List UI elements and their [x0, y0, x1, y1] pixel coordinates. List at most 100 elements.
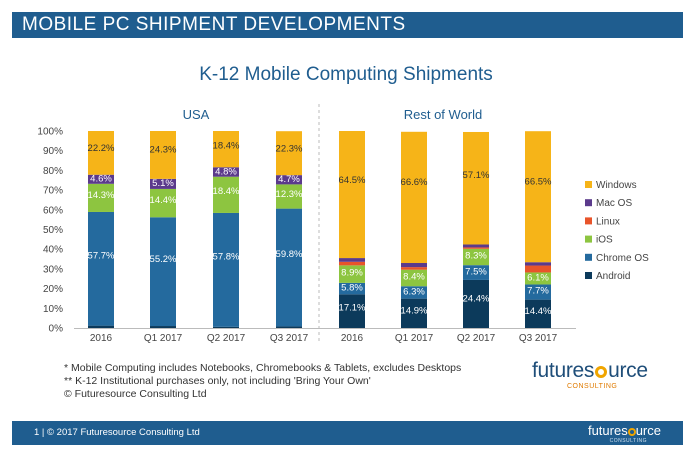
data-label: 5.1% [152, 178, 174, 189]
bar-segment-ios [88, 183, 114, 212]
y-tick-label: 0% [49, 324, 64, 335]
bar-segment-linux [463, 247, 489, 249]
data-label: 4.8% [215, 166, 237, 177]
footer-bar: 1 | © 2017 Futuresource Consulting Ltd f… [12, 421, 683, 445]
y-tick-label: 60% [43, 205, 63, 216]
data-label: 59.8% [276, 249, 303, 260]
footnote-2: ** K-12 Institutional purchases only, no… [64, 375, 371, 387]
bar-segment-ios [213, 176, 239, 213]
legend-swatch-ios [585, 235, 592, 243]
bar-segment-windows [88, 131, 114, 175]
data-label: 57.1% [463, 170, 490, 181]
bar-segment-android [463, 279, 489, 328]
data-label: 57.8% [213, 252, 240, 263]
bar-segment-windows [525, 131, 551, 263]
bar-segment-android [401, 298, 427, 328]
x-tick-label: Q2 2017 [207, 333, 246, 344]
bar-segment-chrome-os [150, 217, 176, 327]
footer-logo-text-end: urce [635, 423, 661, 438]
data-label: 7.7% [527, 286, 549, 297]
legend-label: Mac OS [596, 198, 632, 209]
y-tick-label: 70% [43, 186, 63, 197]
data-label: 22.2% [88, 143, 115, 154]
bar-segment-mac-os [150, 178, 176, 189]
footer-logo: futures urce [588, 423, 661, 438]
data-label: 5.8% [341, 283, 363, 294]
legend-swatch-windows [585, 181, 592, 188]
y-tick-label: 20% [43, 284, 63, 295]
chart-title: K-12 Mobile Computing Shipments [199, 64, 493, 85]
bar-segment-chrome-os [276, 208, 302, 327]
bar-segment-android [339, 294, 365, 328]
data-label: 8.9% [341, 268, 363, 279]
bar-segment-android [525, 299, 551, 328]
data-label: 22.3% [276, 143, 303, 154]
bar-segment-chrome-os [525, 284, 551, 300]
y-tick-label: 10% [43, 304, 63, 315]
data-label: 14.4% [525, 306, 552, 317]
logo-subtitle: CONSULTING [567, 383, 618, 390]
bar-segment-windows [401, 131, 427, 263]
futuresource-logo: futures urce [532, 359, 648, 383]
bar-segment-mac-os [463, 244, 489, 248]
data-label: 8.4% [403, 271, 425, 282]
legend-swatch-android [585, 272, 592, 279]
logo-text-start: futures [532, 359, 595, 382]
legend-swatch-linux [585, 217, 592, 225]
footnote-3: © Futuresource Consulting Ltd [64, 388, 207, 400]
x-tick-label: Q2 2017 [457, 333, 496, 344]
bar-segment-mac-os [339, 258, 365, 262]
bar-segment-ios [339, 265, 365, 283]
y-tick-label: 40% [43, 245, 63, 256]
data-label: 17.1% [339, 303, 366, 314]
footnote-1: * Mobile Computing includes Notebooks, C… [64, 362, 462, 374]
bar-segment-windows [276, 131, 302, 176]
bar-segment-android [150, 326, 176, 328]
header-bar: MOBILE PC SHIPMENT DEVELOPMENTS [12, 12, 683, 38]
legend-label: Android [596, 271, 630, 282]
bar-segment-mac-os [88, 174, 114, 184]
bar-segment-chrome-os [401, 286, 427, 299]
footer-logo-text-start: futures [587, 423, 628, 438]
bar-segment-ios [463, 248, 489, 266]
bar-segment-chrome-os [463, 265, 489, 280]
footer-logo-subtitle: CONSULTING [609, 438, 647, 444]
legend-swatch-mac-os [585, 199, 592, 207]
bar-segment-ios [401, 269, 427, 287]
y-tick-label: 80% [43, 166, 63, 177]
bar-segment-android [213, 326, 239, 328]
data-label: 14.4% [150, 195, 177, 206]
data-label: 18.4% [213, 140, 240, 151]
data-label: 4.7% [278, 174, 300, 185]
page-title: MOBILE PC SHIPMENT DEVELOPMENTS [22, 14, 406, 35]
footer-copyright: 1 | © 2017 Futuresource Consulting Ltd [34, 427, 200, 438]
footnotes: * Mobile Computing includes Notebooks, C… [64, 362, 461, 401]
x-tick-label: Q1 2017 [395, 333, 434, 344]
logo-ring-icon [595, 366, 608, 378]
bar-segment-android [88, 325, 114, 328]
data-label: 24.3% [150, 145, 177, 156]
x-tick-label: Q3 2017 [270, 333, 309, 344]
data-label: 4.6% [90, 174, 112, 185]
legend-label: iOS [596, 235, 613, 246]
data-label: 7.5% [465, 266, 487, 277]
data-label: 24.4% [463, 294, 490, 305]
bar-segment-windows [339, 131, 365, 259]
y-tick-label: 90% [43, 146, 63, 157]
bar-segment-mac-os [213, 167, 239, 177]
bar-segment-ios [150, 188, 176, 218]
data-label: 55.2% [150, 254, 177, 265]
bar-segment-ios [276, 184, 302, 209]
bar-segment-chrome-os [88, 211, 114, 326]
data-label: 14.9% [401, 305, 428, 316]
y-tick-label: 30% [43, 264, 63, 275]
bar-segment-android [276, 326, 302, 328]
x-tick-label: 2016 [341, 333, 364, 344]
bar-segment-mac-os [276, 175, 302, 185]
bar-segment-mac-os [401, 262, 427, 268]
legend-label: Chrome OS [596, 253, 649, 264]
x-tick-label: Q1 2017 [144, 333, 183, 344]
data-label: 6.3% [403, 286, 425, 297]
legend-swatch-chrome-os [585, 253, 592, 261]
bar-segment-windows [463, 131, 489, 245]
